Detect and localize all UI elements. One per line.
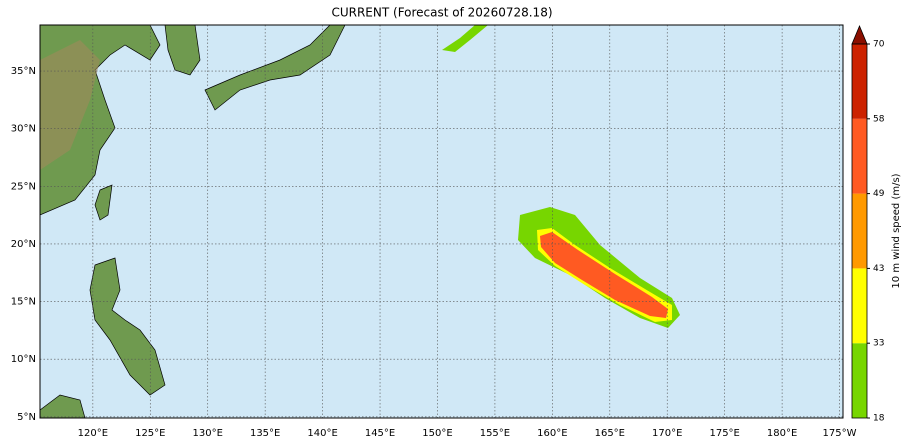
x-tick-label: 155°E <box>480 428 510 439</box>
x-tick-label: 145°E <box>365 428 395 439</box>
colorbar-segment <box>852 343 867 418</box>
y-tick-label: 35°N <box>11 66 36 77</box>
x-tick-label: 120°E <box>78 428 108 439</box>
x-tick-label: 140°E <box>307 428 337 439</box>
x-tick-label: 180°E <box>767 428 797 439</box>
y-tick-label: 10°N <box>11 354 36 365</box>
y-tick-label: 25°N <box>11 181 36 192</box>
x-tick-label: 165°E <box>595 428 625 439</box>
colorbar-segment <box>852 268 867 344</box>
colorbar-tick-label: 18 <box>873 414 885 424</box>
land <box>39 24 488 419</box>
y-tick-label: 30°N <box>11 124 36 135</box>
x-tick-label: 175°E <box>709 428 739 439</box>
colorbar-tick-label: 33 <box>873 339 884 349</box>
colorbar-tick-label: 70 <box>873 40 885 50</box>
colorbar-segment <box>852 44 867 119</box>
colorbar-segment <box>852 118 867 194</box>
x-tick-label: 160°E <box>537 428 567 439</box>
x-tick-label: 170°E <box>652 428 682 439</box>
x-tick-label: 125°E <box>135 428 165 439</box>
ocean <box>40 25 843 418</box>
map-frame <box>39 24 844 419</box>
colorbar-label: 10 m wind speed (m/s) <box>891 173 902 288</box>
grid <box>40 25 843 418</box>
colorbar-extend <box>851 24 868 45</box>
colorbar-frame <box>851 43 868 419</box>
colorbar-tick-label: 58 <box>873 114 885 124</box>
y-tick-label: 5°N <box>17 412 36 423</box>
colorbar-tick-label: 43 <box>873 264 884 274</box>
x-tick-label: 130°E <box>193 428 223 439</box>
x-tick-label: 175°W <box>823 428 857 439</box>
x-tick-label: 135°E <box>250 428 280 439</box>
colorbar-segment <box>852 193 867 269</box>
colorbar-tick-label: 49 <box>873 189 885 199</box>
y-tick-label: 20°N <box>11 239 36 250</box>
x-tick-label: 150°E <box>422 428 452 439</box>
y-tick-label: 15°N <box>11 297 36 308</box>
chart-title: CURRENT (Forecast of 20260728.18) <box>331 6 552 20</box>
wind-swath <box>518 207 680 328</box>
colorbar: 18 33 43 49 58 70 <box>851 24 885 424</box>
